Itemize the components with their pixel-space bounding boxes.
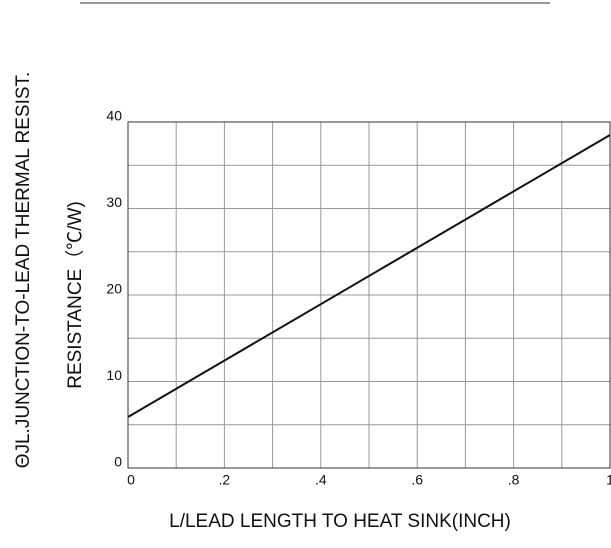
- y-axis-label: ΘJL.JUNCTION-TO-LEAD THERMAL RESIST.: [13, 72, 34, 469]
- x-tick-label: .2: [219, 472, 231, 488]
- x-tick-label: 1: [606, 472, 611, 488]
- y-tick-label: 0: [114, 454, 122, 470]
- y-tick-label: 10: [106, 367, 122, 383]
- x-tick-label: .4: [315, 472, 327, 488]
- x-tick-label: .6: [411, 472, 423, 488]
- x-axis-label: L/LEAD LENGTH TO HEAT SINK(INCH): [169, 511, 511, 532]
- plot-frame: [127, 121, 611, 469]
- x-tick-label: 0: [127, 472, 135, 488]
- y-tick-label: 40: [106, 108, 122, 124]
- y-tick-label: 20: [106, 281, 122, 297]
- y-tick-label: 30: [106, 194, 122, 210]
- data-line: [127, 134, 611, 418]
- y-axis-label: RESISTANCE（℃/W): [64, 201, 86, 389]
- x-tick-label: .8: [508, 472, 520, 488]
